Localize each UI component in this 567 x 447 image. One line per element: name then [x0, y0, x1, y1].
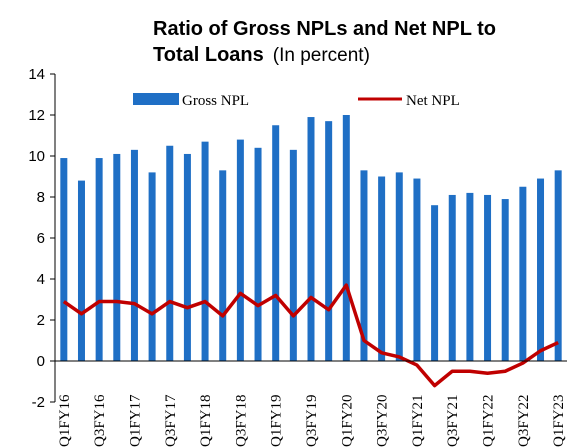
gross-npl-bar [166, 145, 174, 361]
x-tick-label: Q1FY16 [57, 394, 73, 447]
gross-npl-bar [307, 117, 315, 361]
gross-npl-bar [501, 199, 509, 361]
gross-npl-bar [378, 176, 386, 361]
gross-npl-bar [431, 205, 439, 361]
legend-net-npl-label: Net NPL [406, 93, 460, 109]
gross-npl-bar [413, 178, 421, 361]
x-tick-label: Q1FY22 [481, 394, 497, 447]
y-tick-label: -2 [32, 394, 45, 411]
legend-gross-npl-label: Gross NPL [182, 93, 249, 109]
y-tick-label: 6 [37, 230, 45, 247]
gross-npl-bar [60, 158, 68, 361]
gross-npl-bar [254, 147, 262, 361]
gross-npl-bar [554, 170, 562, 361]
chart-title: Ratio of Gross NPLs and Net NPL to [153, 18, 496, 40]
x-tick-label: Q3FY17 [163, 394, 179, 447]
gross-npl-bar [77, 180, 85, 361]
net-npl-line [62, 283, 559, 388]
y-tick-label: 10 [28, 148, 45, 165]
x-tick-label: Q3FY19 [304, 394, 320, 447]
gross-npl-bar [130, 149, 138, 361]
x-tick-label: Q3FY21 [445, 394, 461, 447]
gross-npl-bar [519, 186, 527, 361]
y-axis: 14 12 10 8 6 4 2 0 -2 [28, 66, 56, 411]
gross-npl-bar [325, 121, 333, 362]
gross-npl-bar [201, 141, 209, 361]
x-tick-label: Q1FY21 [410, 394, 426, 447]
gross-npl-bar [148, 172, 156, 361]
gross-npl-bar [95, 158, 103, 361]
y-tick-label: 14 [28, 66, 45, 83]
gross-npl-bar [448, 194, 456, 361]
gross-npl-bar [537, 178, 545, 361]
gross-npl-bar [113, 153, 121, 361]
net-npl-line-layer [62, 283, 559, 388]
y-tick-label: 8 [37, 189, 45, 206]
chart-title-line2-bold: Total Loans [153, 44, 264, 66]
x-tick-label: Q3FY18 [233, 394, 249, 447]
x-tick-label: Q1FY17 [127, 394, 143, 447]
gross-npl-bar [236, 139, 244, 361]
gross-npl-bar [484, 194, 492, 361]
y-tick-label: 12 [28, 107, 45, 124]
x-axis: Q1FY16 Q3FY16 Q1FY17 Q3FY17 Q1FY18 Q3FY18 Q1FY… [55, 360, 567, 447]
gross-npl-bar [219, 170, 227, 361]
gross-npl-bar [466, 192, 474, 361]
gross-npl-bar [395, 172, 403, 361]
legend: Gross NPL Net NPL [133, 93, 460, 109]
x-tick-label: Q1FY19 [269, 394, 285, 447]
x-tick-label: Q1FY20 [339, 394, 355, 447]
legend-gross-npl-swatch [133, 93, 179, 105]
gross-npl-bars [60, 115, 562, 362]
x-tick-label: Q3FY20 [375, 394, 391, 447]
x-tick-label: Q3FY16 [92, 394, 108, 447]
y-tick-label: 2 [37, 312, 45, 329]
y-tick-label: 0 [37, 353, 45, 370]
gross-npl-bar [272, 125, 280, 361]
chart-title-line2: Total Loans (In percent) [153, 44, 370, 66]
x-tick-label: Q1FY23 [551, 394, 567, 447]
x-tick-label: Q1FY18 [198, 394, 214, 447]
chart-subtitle: (In percent) [273, 45, 370, 66]
y-tick-label: 4 [37, 271, 45, 288]
gross-npl-bar [360, 170, 368, 361]
gross-npl-bar [183, 153, 191, 361]
gross-npl-bar [342, 115, 350, 361]
x-tick-label: Q3FY22 [516, 394, 532, 447]
gross-npl-bar [289, 149, 297, 361]
